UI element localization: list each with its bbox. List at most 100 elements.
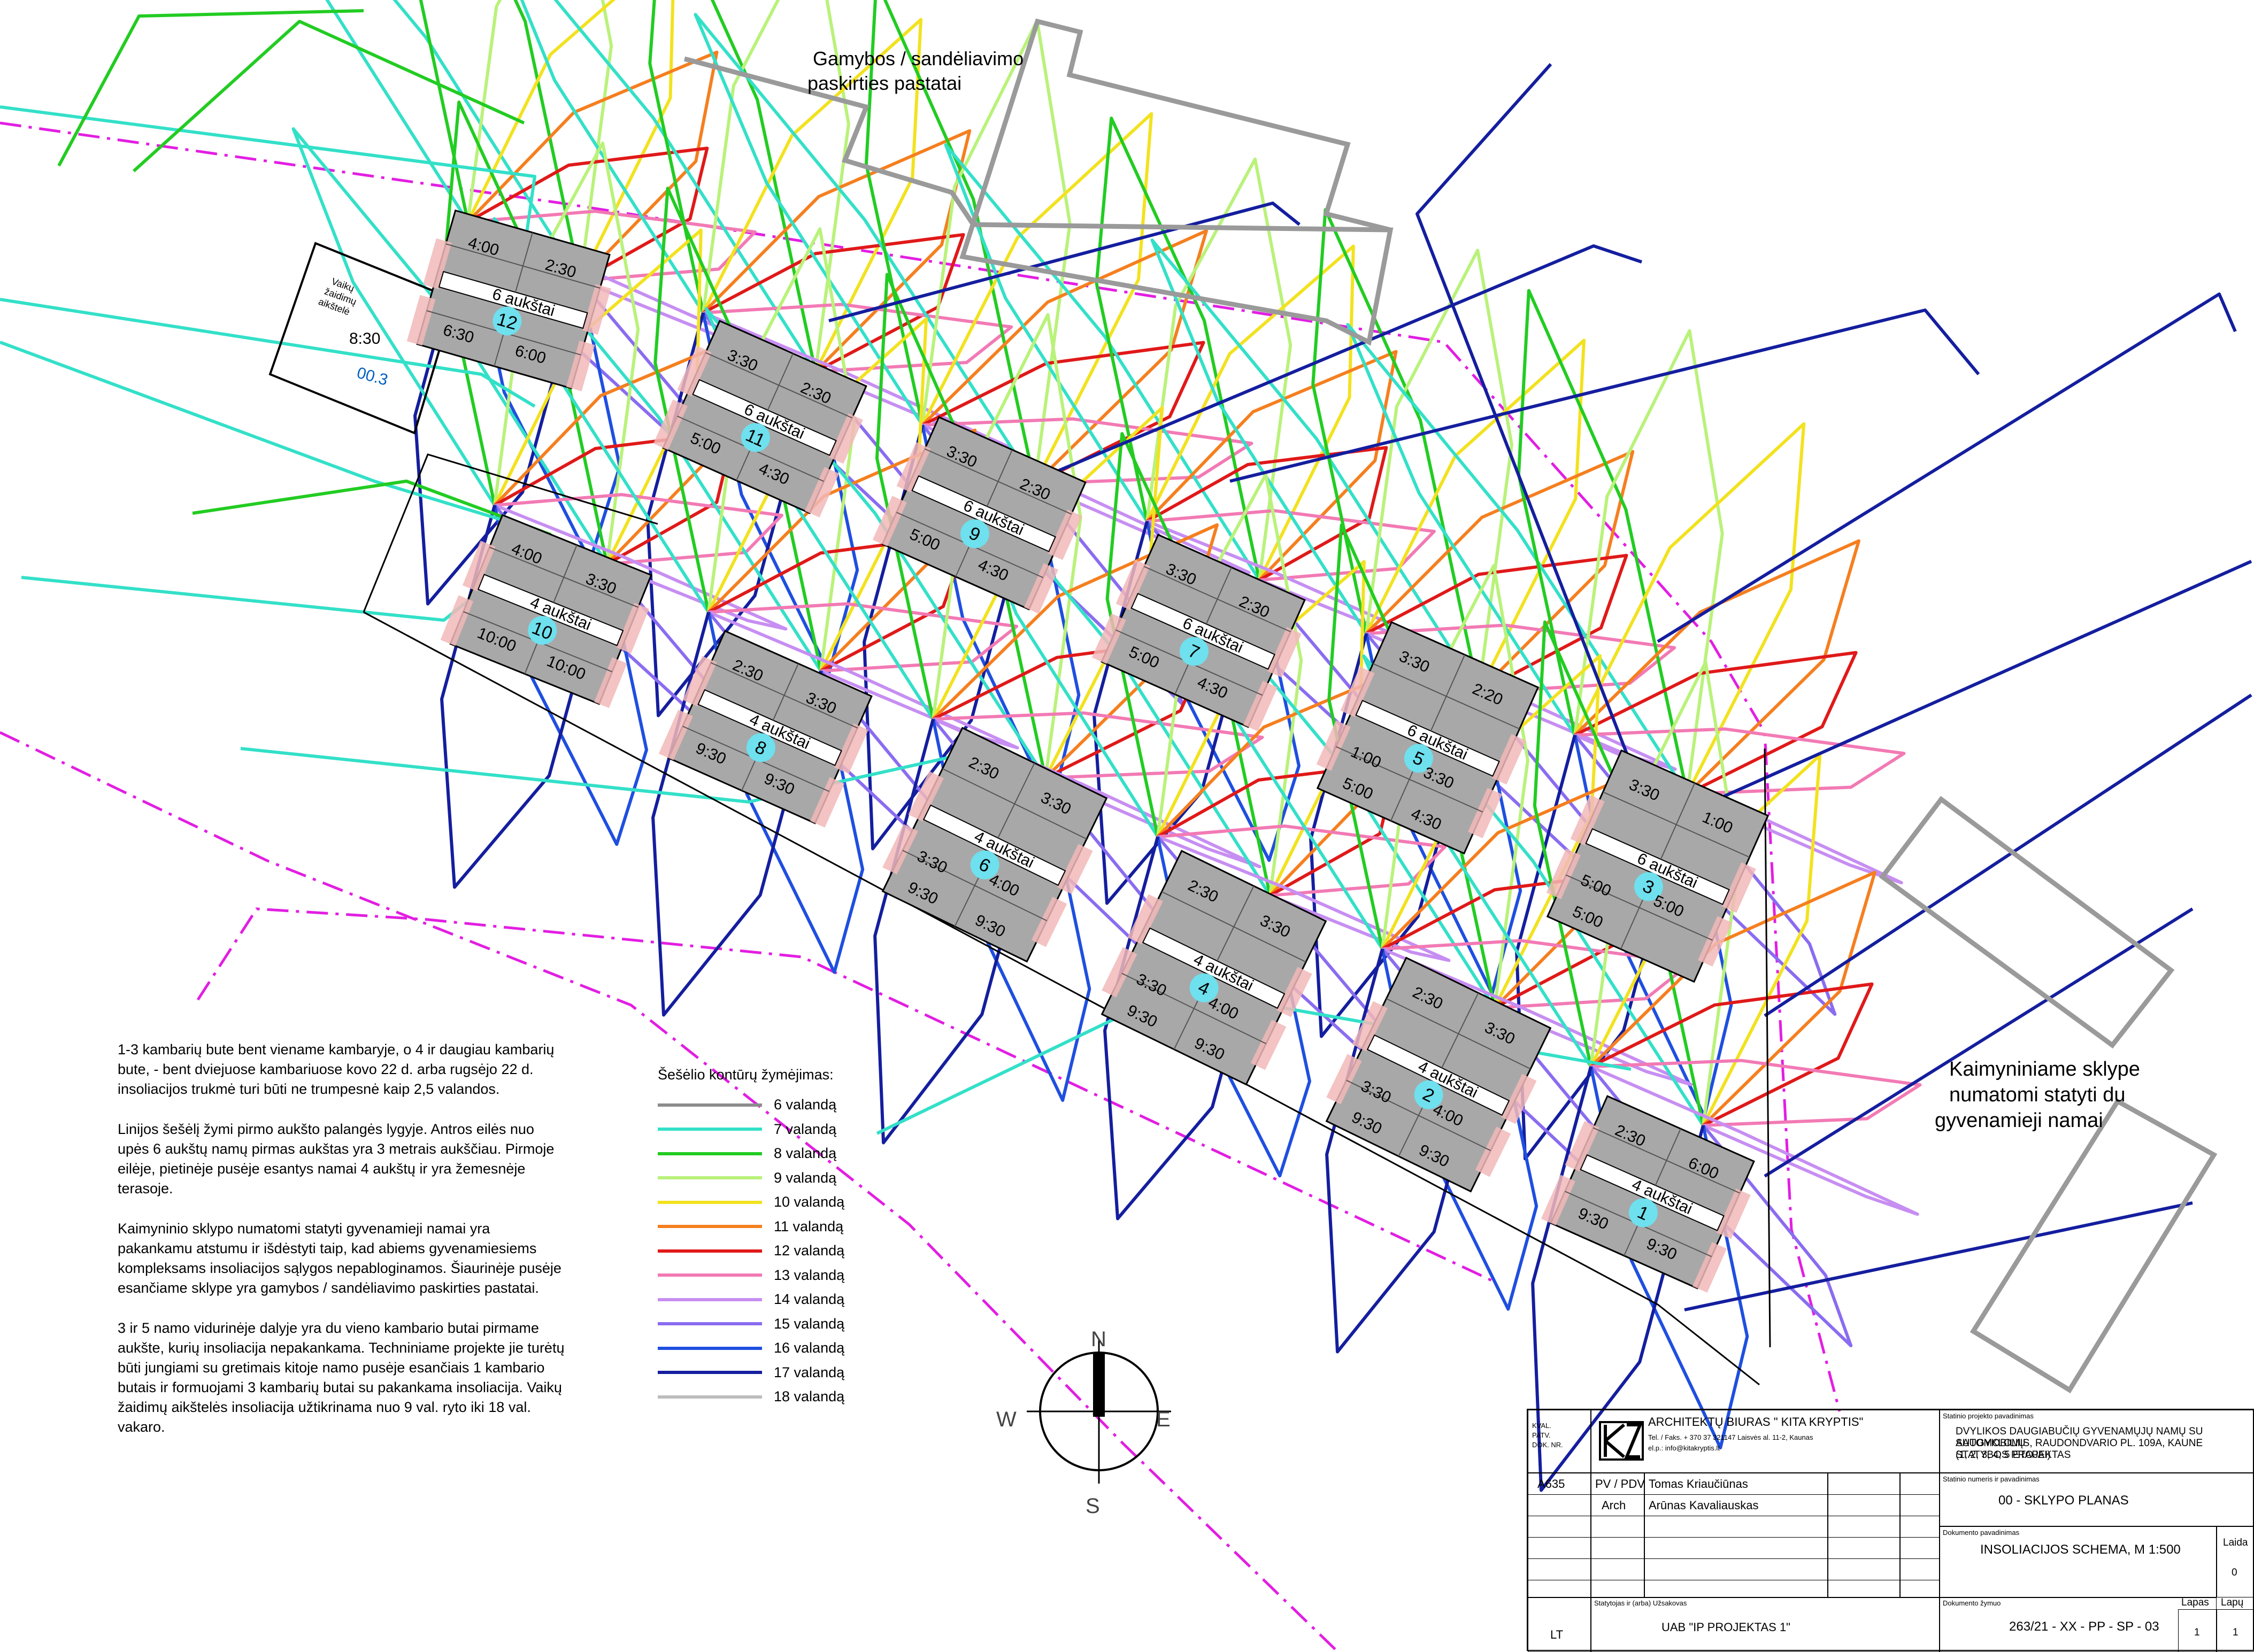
balcony [594, 657, 627, 708]
building-wall [1430, 654, 1466, 731]
shadow-contour [1146, 446, 1388, 582]
balcony [908, 771, 944, 822]
balcony [658, 709, 693, 760]
shadow-contour [1362, 654, 1705, 1126]
balcony [462, 541, 496, 592]
legend-row: 11 valandą [658, 1215, 844, 1239]
balcony [440, 595, 474, 646]
balcony [896, 442, 931, 493]
compass-w: W [996, 1408, 1017, 1431]
playground-level: 00.3 [355, 364, 390, 389]
legend-row: 16 valandą [658, 1336, 844, 1361]
balcony [834, 723, 868, 774]
legend-row: 6 valandą [658, 1093, 844, 1117]
balcony [677, 345, 712, 397]
neighbour-label-1: Kaimyniniame sklype [1949, 1058, 2140, 1080]
balcony [616, 603, 649, 654]
production-buildings-outline [683, 18, 1394, 346]
tb-lapas: Lapas [2181, 1597, 2209, 1608]
building-wall [1217, 885, 1255, 961]
tb-lapu-val: 1 [2233, 1627, 2238, 1638]
tb-lapas-val: 1 [2194, 1627, 2200, 1638]
balcony [1721, 862, 1756, 913]
plot-boundary [0, 121, 1841, 1651]
balcony [1048, 509, 1082, 560]
balcony [423, 238, 452, 289]
legend-swatch [658, 1152, 762, 1155]
tb-doc-caption: Dokumento pavadinimas [1943, 1529, 2020, 1537]
balcony [872, 496, 907, 546]
balcony [1716, 1188, 1751, 1239]
shadow-contour [413, 221, 582, 606]
legend-label: 14 valandą [774, 1291, 845, 1308]
shadow-contour [1157, 824, 1447, 897]
tb-firm-email: el.p.: info@kitakryptis.lt [1648, 1444, 1720, 1452]
tb-laida-val: 0 [2232, 1567, 2237, 1578]
building-wall [767, 353, 794, 411]
legend-row: 17 valandą [658, 1361, 844, 1385]
balcony [566, 341, 595, 391]
shadow-contour [932, 523, 1219, 779]
building-wall [986, 449, 1013, 507]
production-label-1: Gamybos / sandėliavimo [813, 48, 1024, 70]
tb-country: LT [1550, 1628, 1564, 1641]
neighbour-label-2: numatomi statyti du [1949, 1084, 2125, 1106]
balcony [1091, 613, 1126, 664]
balcony [1116, 559, 1150, 611]
shadow-contour [1145, 157, 1293, 581]
shadow-contour [694, 13, 1036, 485]
tb-lapu: Lapų [2221, 1597, 2244, 1608]
balcony [882, 824, 918, 875]
legend-swatch [658, 1176, 762, 1180]
shadow-contour [1381, 947, 1693, 1086]
site-edges [363, 453, 1771, 1386]
legend-label: 18 valandą [774, 1388, 845, 1405]
shadow-contour [933, 711, 1264, 779]
balcony [1541, 1175, 1575, 1225]
balcony [1501, 1074, 1537, 1124]
shadow-contour [1366, 623, 1676, 694]
legend-row: 13 valandą [658, 1263, 844, 1288]
building-wall [1205, 567, 1232, 624]
legend-swatch [658, 1200, 762, 1204]
balcony [1468, 788, 1503, 838]
tb-project-caption: Statinio projekto pavadinimas [1943, 1412, 2034, 1420]
legend-title: Šešėlio kontūrų žymėjimas: [658, 1067, 834, 1083]
tb-person-1: Tomas Kriaučiūnas [1649, 1477, 1748, 1491]
compass-s: S [1086, 1494, 1100, 1518]
tb-dok: DOK. NR. [1532, 1441, 1563, 1449]
balcony [1546, 848, 1581, 899]
shadow-contour [704, 307, 1047, 779]
balcony [1031, 897, 1067, 947]
balcony [653, 399, 688, 450]
shadow-contour [864, 0, 1036, 484]
shadow-contour [325, 0, 582, 282]
legend-label: 7 valandą [774, 1121, 837, 1137]
shadow-contour [1365, 249, 1513, 693]
tb-role-1: PV / PDV [1595, 1477, 1645, 1491]
compass: N S W E [996, 1327, 1171, 1518]
balcony [1127, 894, 1163, 945]
balcony [1316, 720, 1351, 771]
shadow-contour [466, 0, 675, 282]
balcony [1243, 681, 1278, 731]
shadow-contour [57, 9, 364, 167]
building-number-badge [1404, 744, 1433, 773]
building-number-badge [1179, 637, 1209, 666]
legend-label: 13 valandą [774, 1267, 845, 1283]
building-number-badge [746, 733, 775, 762]
legend-swatch [658, 1128, 762, 1131]
legend-label: 8 valandą [774, 1145, 837, 1162]
legend-swatch [658, 1225, 762, 1229]
legend-label: 15 valandą [774, 1315, 845, 1332]
balcony [805, 467, 840, 518]
tb-part: 00 - SKLYPO PLANAS [1998, 1493, 2129, 1508]
balcony [1698, 916, 1733, 967]
shadow-contour [1657, 292, 2237, 643]
shadow-contour [1058, 244, 1642, 472]
